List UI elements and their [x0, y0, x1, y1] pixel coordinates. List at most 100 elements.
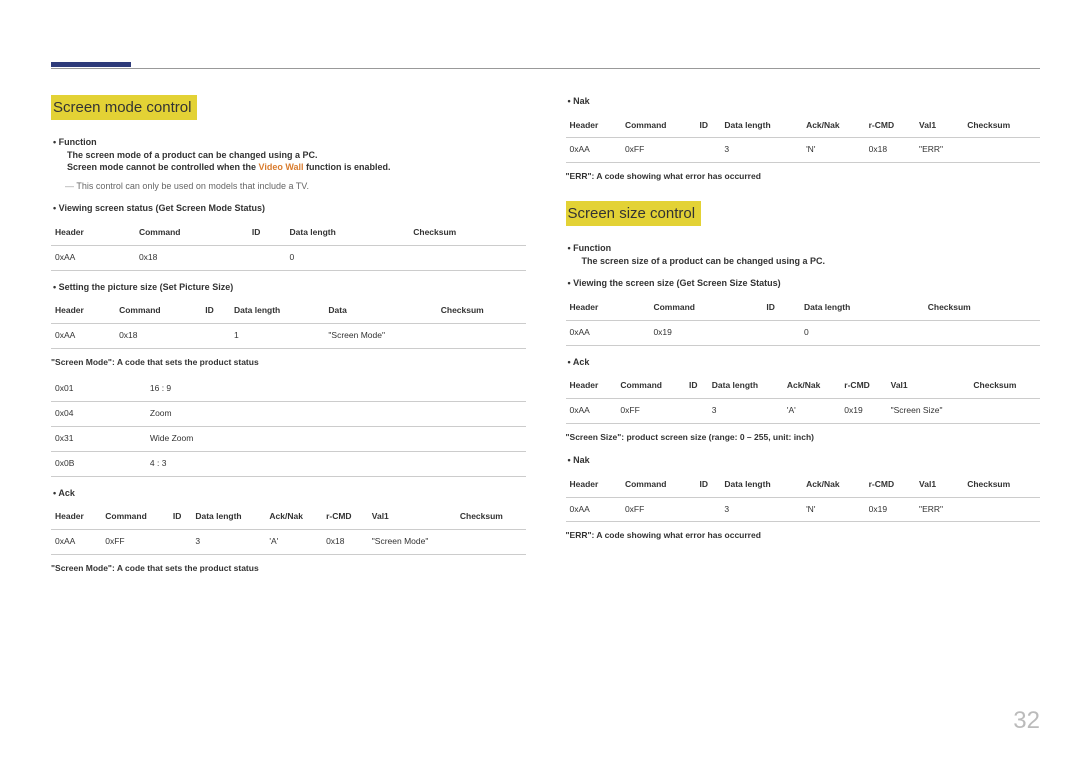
th: Header — [566, 473, 621, 497]
td: 'A' — [265, 530, 322, 555]
th: ID — [696, 114, 721, 138]
screen-mode-heading: Screen mode control — [51, 95, 197, 120]
td — [169, 530, 192, 555]
th: Command — [135, 221, 248, 245]
td — [963, 138, 1040, 163]
right-column: Nak Header Command ID Data length Ack/Na… — [566, 95, 1041, 583]
td: 0x19 — [649, 320, 762, 345]
td: 0xAA — [566, 138, 621, 163]
td: "ERR" — [915, 497, 963, 522]
th: Checksum — [409, 221, 525, 245]
td — [248, 245, 286, 270]
get-screen-size-table: Header Command ID Data length Checksum 0… — [566, 296, 1041, 346]
td — [963, 497, 1040, 522]
tv-note: This control can only be used on models … — [65, 180, 526, 193]
td: 0xFF — [621, 497, 696, 522]
td: 0 — [286, 245, 410, 270]
th: Data length — [708, 374, 783, 398]
nak-label: Nak — [580, 95, 1041, 108]
th: Val1 — [368, 505, 456, 529]
th: Ack/Nak — [802, 473, 865, 497]
td: Wide Zoom — [146, 426, 526, 451]
td: 0xAA — [51, 530, 101, 555]
td: 0x01 — [51, 377, 146, 401]
td: 3 — [191, 530, 265, 555]
th: ID — [201, 299, 230, 323]
td: 0x19 — [840, 399, 886, 424]
td — [409, 245, 525, 270]
td — [696, 497, 721, 522]
td — [201, 324, 230, 349]
td: 'N' — [802, 138, 865, 163]
td: 0x0B — [51, 451, 146, 476]
th: ID — [248, 221, 286, 245]
td: 0x04 — [51, 401, 146, 426]
th: Header — [566, 296, 650, 320]
th: Data length — [720, 114, 802, 138]
td: 0x31 — [51, 426, 146, 451]
size-ack-table: Header Command ID Data length Ack/Nak r-… — [566, 374, 1041, 424]
th: ID — [685, 374, 708, 398]
td: 0xAA — [566, 399, 617, 424]
left-column: Screen mode control Function The screen … — [51, 95, 526, 583]
get-screen-mode-table: Header Command ID Data length Checksum 0… — [51, 221, 526, 271]
th: Checksum — [924, 296, 1040, 320]
td: 0xFF — [621, 138, 696, 163]
th: Command — [621, 473, 696, 497]
th: Data length — [230, 299, 324, 323]
th: Checksum — [963, 114, 1040, 138]
function-block: Function The screen mode of a product ca… — [65, 136, 526, 174]
th: r-CMD — [865, 473, 915, 497]
td: 0xAA — [51, 324, 115, 349]
header-rule — [51, 68, 1040, 69]
view-size-label: Viewing the screen size (Get Screen Size… — [580, 277, 1041, 290]
screen-mode-desc-2: "Screen Mode": A code that sets the prod… — [51, 563, 526, 575]
th: Checksum — [437, 299, 526, 323]
th: Header — [51, 221, 135, 245]
function-text-2a: Screen mode cannot be controlled when th… — [67, 162, 259, 172]
th: Data length — [191, 505, 265, 529]
th: Command — [616, 374, 685, 398]
td: "Screen Mode" — [368, 530, 456, 555]
td: 0x18 — [865, 138, 915, 163]
th: Data length — [800, 296, 924, 320]
function-text-2c: function is enabled. — [304, 162, 391, 172]
th: Ack/Nak — [265, 505, 322, 529]
td — [969, 399, 1040, 424]
function-text-2: Screen mode cannot be controlled when th… — [67, 161, 526, 174]
td: 0x18 — [322, 530, 368, 555]
td: 'A' — [783, 399, 840, 424]
screen-size-heading: Screen size control — [566, 201, 702, 226]
set-picture-table: Header Command ID Data length Data Check… — [51, 299, 526, 349]
screen-mode-desc: "Screen Mode": A code that sets the prod… — [51, 357, 526, 369]
td: 0xFF — [101, 530, 169, 555]
size-function-label: Function — [580, 243, 612, 253]
th: Data length — [720, 473, 802, 497]
td: 16 : 9 — [146, 377, 526, 401]
td: 0x19 — [865, 497, 915, 522]
th: r-CMD — [865, 114, 915, 138]
td: 4 : 3 — [146, 451, 526, 476]
td — [437, 324, 526, 349]
td: 0xAA — [51, 245, 135, 270]
th: Checksum — [456, 505, 526, 529]
size-nak-label: Nak — [580, 454, 1041, 467]
size-ack-label: Ack — [580, 356, 1041, 369]
th: Header — [51, 299, 115, 323]
td — [924, 320, 1040, 345]
screen-mode-values-table: 0x0116 : 9 0x04Zoom 0x31Wide Zoom 0x0B4 … — [51, 377, 526, 477]
th: Header — [51, 505, 101, 529]
th: Checksum — [969, 374, 1040, 398]
header-accent-bar — [51, 62, 131, 67]
th: Command — [649, 296, 762, 320]
err-desc: "ERR": A code showing what error has occ… — [566, 171, 1041, 183]
size-function-block: Function The screen size of a product ca… — [580, 242, 1041, 267]
th: Command — [101, 505, 169, 529]
th: Header — [566, 114, 621, 138]
th: Checksum — [963, 473, 1040, 497]
view-status-label: Viewing screen status (Get Screen Mode S… — [65, 202, 526, 215]
size-desc: "Screen Size": product screen size (rang… — [566, 432, 1041, 444]
td: Zoom — [146, 401, 526, 426]
th: Command — [621, 114, 696, 138]
td: 'N' — [802, 497, 865, 522]
